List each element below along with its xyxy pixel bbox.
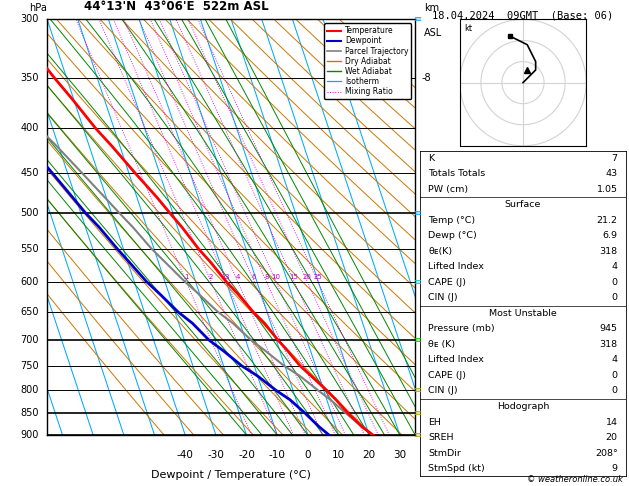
Text: -8: -8 (422, 73, 431, 83)
Text: ASL: ASL (425, 28, 443, 38)
Text: -30: -30 (208, 450, 225, 460)
Text: 318: 318 (599, 340, 618, 349)
Text: CIN (J): CIN (J) (428, 386, 458, 396)
Text: -2: -2 (422, 385, 431, 396)
Text: Surface: Surface (505, 200, 541, 209)
Text: 30: 30 (393, 450, 406, 460)
Text: ≡: ≡ (415, 335, 422, 345)
Text: Dewp (°C): Dewp (°C) (428, 231, 477, 241)
Text: 4: 4 (235, 274, 240, 279)
Text: 20: 20 (362, 450, 376, 460)
Text: 450: 450 (21, 168, 39, 178)
Text: 44°13'N  43°06'E  522m ASL: 44°13'N 43°06'E 522m ASL (84, 0, 269, 13)
Text: 4: 4 (611, 355, 618, 364)
Text: 0: 0 (611, 294, 618, 302)
Text: 21.2: 21.2 (597, 216, 618, 225)
Text: 1: 1 (184, 274, 189, 279)
Text: 500: 500 (21, 208, 39, 218)
Text: Temp (°C): Temp (°C) (428, 216, 476, 225)
Text: ≡: ≡ (415, 408, 422, 418)
Text: 8: 8 (264, 274, 269, 279)
Text: 900: 900 (21, 430, 39, 440)
Text: StmSpd (kt): StmSpd (kt) (428, 464, 485, 473)
Text: 20: 20 (303, 274, 312, 279)
Text: hPa: hPa (29, 3, 47, 13)
Text: 550: 550 (21, 243, 39, 254)
Text: Lifted Index: Lifted Index (428, 355, 484, 364)
Text: 300: 300 (21, 15, 39, 24)
Text: -6: -6 (422, 243, 431, 254)
Text: 208°: 208° (595, 449, 618, 457)
Text: 10: 10 (272, 274, 281, 279)
Text: 0: 0 (611, 278, 618, 287)
Text: 400: 400 (21, 123, 39, 133)
Text: 600: 600 (21, 277, 39, 287)
Text: θᴇ (K): θᴇ (K) (428, 340, 455, 349)
Text: -7: -7 (422, 168, 431, 178)
Text: 650: 650 (21, 307, 39, 317)
Text: 0: 0 (611, 371, 618, 380)
Text: K: K (428, 154, 435, 163)
Text: © weatheronline.co.uk: © weatheronline.co.uk (527, 474, 623, 484)
Text: Pressure (mb): Pressure (mb) (428, 325, 495, 333)
Text: 850: 850 (21, 408, 39, 418)
Text: Mixing Ratio (g/kg): Mixing Ratio (g/kg) (447, 181, 457, 273)
Text: 20: 20 (606, 433, 618, 442)
Text: Hodograph: Hodograph (497, 402, 549, 411)
Text: 350: 350 (21, 73, 39, 83)
Text: LCL: LCL (422, 364, 437, 373)
Text: 10: 10 (332, 450, 345, 460)
Text: θᴇ(K): θᴇ(K) (428, 247, 452, 256)
Text: ≡: ≡ (415, 208, 422, 218)
Text: Dewpoint / Temperature (°C): Dewpoint / Temperature (°C) (151, 470, 311, 480)
Text: 14: 14 (606, 417, 618, 427)
Text: kt: kt (464, 24, 472, 33)
Text: 945: 945 (599, 325, 618, 333)
Text: -40: -40 (177, 450, 194, 460)
Text: km: km (425, 3, 440, 13)
Text: 4: 4 (611, 262, 618, 272)
Text: 1.05: 1.05 (597, 185, 618, 194)
Text: 6.9: 6.9 (603, 231, 618, 241)
Text: 43: 43 (606, 170, 618, 178)
Text: -3: -3 (422, 361, 431, 371)
Text: 15: 15 (289, 274, 299, 279)
Text: 0: 0 (304, 450, 311, 460)
Text: SREH: SREH (428, 433, 454, 442)
Text: -1: -1 (422, 430, 431, 440)
Text: -20: -20 (238, 450, 255, 460)
Text: 18.04.2024  09GMT  (Base: 06): 18.04.2024 09GMT (Base: 06) (432, 11, 614, 21)
Text: 2: 2 (209, 274, 213, 279)
Text: ≡: ≡ (415, 430, 422, 440)
Text: ≡: ≡ (415, 15, 422, 24)
Text: 700: 700 (21, 335, 39, 345)
Text: ≡: ≡ (415, 385, 422, 396)
Text: 800: 800 (21, 385, 39, 396)
Text: 25: 25 (313, 274, 322, 279)
Text: 0: 0 (611, 386, 618, 396)
Text: -10: -10 (269, 450, 286, 460)
Text: -4: -4 (422, 335, 431, 345)
Text: 318: 318 (599, 247, 618, 256)
Text: ≡: ≡ (415, 277, 422, 287)
Text: 9: 9 (611, 464, 618, 473)
Text: Most Unstable: Most Unstable (489, 309, 557, 318)
Text: 7: 7 (611, 154, 618, 163)
Legend: Temperature, Dewpoint, Parcel Trajectory, Dry Adiabat, Wet Adiabat, Isotherm, Mi: Temperature, Dewpoint, Parcel Trajectory… (324, 23, 411, 99)
Text: CAPE (J): CAPE (J) (428, 278, 466, 287)
Text: StmDir: StmDir (428, 449, 461, 457)
Text: Totals Totals: Totals Totals (428, 170, 486, 178)
Text: 6: 6 (252, 274, 257, 279)
Text: -5: -5 (422, 277, 431, 287)
Text: 750: 750 (21, 361, 39, 371)
Text: CAPE (J): CAPE (J) (428, 371, 466, 380)
Text: Lifted Index: Lifted Index (428, 262, 484, 272)
Text: CIN (J): CIN (J) (428, 294, 458, 302)
Text: 3: 3 (224, 274, 229, 279)
Text: PW (cm): PW (cm) (428, 185, 469, 194)
Text: EH: EH (428, 417, 442, 427)
